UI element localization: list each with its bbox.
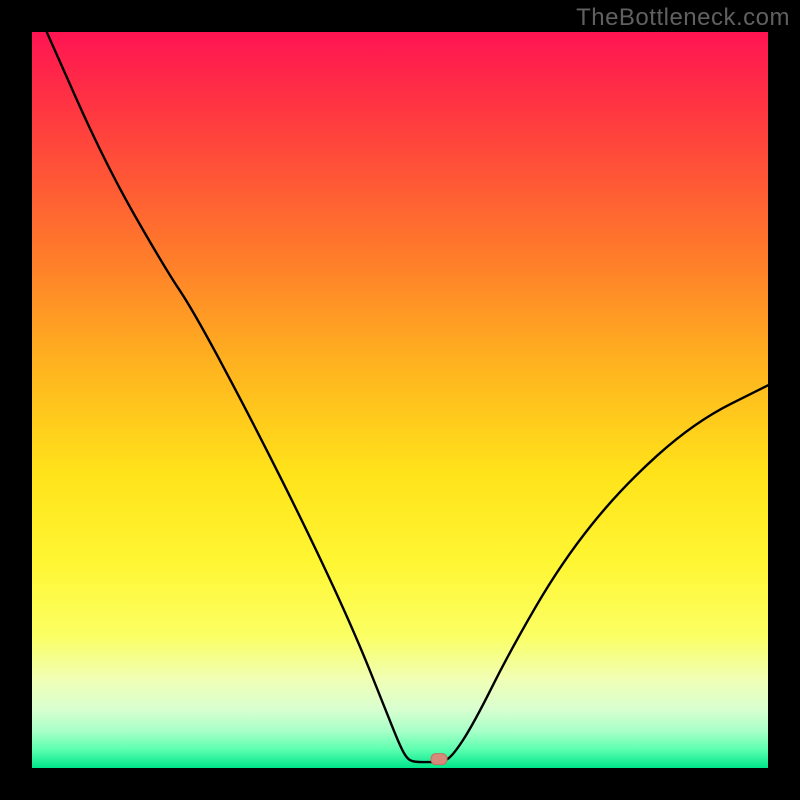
plot-background (32, 32, 768, 768)
chart-container: TheBottleneck.com (0, 0, 800, 800)
bottleneck-chart (0, 0, 800, 800)
optimal-marker (431, 754, 447, 765)
watermark-text: TheBottleneck.com (576, 4, 790, 32)
